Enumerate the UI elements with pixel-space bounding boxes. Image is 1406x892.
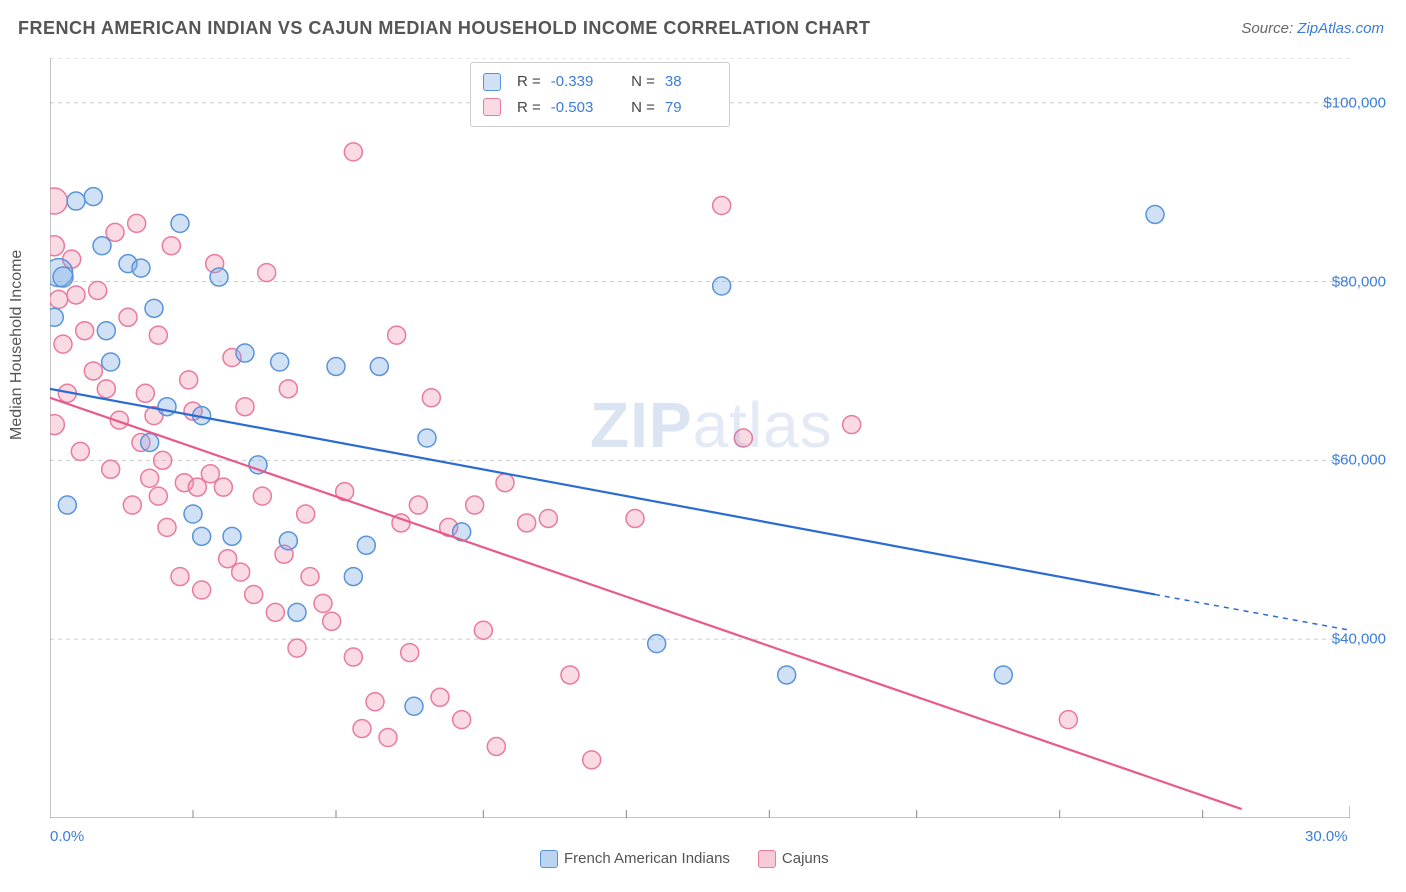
chart-svg [50,58,1350,818]
source-attribution: Source: ZipAtlas.com [1241,20,1384,37]
legend-swatch [540,850,558,868]
stats-r-value: -0.339 [551,69,603,95]
stats-r-label: R = [517,95,541,121]
y-tick-label: $40,000 [1332,631,1386,648]
x-tick-label: 0.0% [50,828,84,845]
legend-swatch [758,850,776,868]
plot-area: ZIPatlas R = -0.339 N = 38R = -0.503 N =… [50,58,1350,818]
stats-n-label: N = [631,69,655,95]
statistics-legend: R = -0.339 N = 38R = -0.503 N = 79 [470,62,730,127]
x-tick-label: 30.0% [1305,828,1348,845]
legend-label: French American Indians [564,850,730,867]
legend-item: French American Indians [540,850,730,868]
stats-swatch [483,73,501,91]
y-axis-label: Median Household Income [8,250,26,440]
stats-row: R = -0.339 N = 38 [483,69,717,95]
source-link[interactable]: ZipAtlas.com [1297,20,1384,37]
stats-n-value: 38 [665,69,717,95]
stats-swatch [483,98,501,116]
stats-n-label: N = [631,95,655,121]
y-tick-label: $80,000 [1332,273,1386,290]
y-tick-label: $60,000 [1332,452,1386,469]
legend-bottom: French American Indians Cajuns [540,850,829,868]
legend-label: Cajuns [782,850,829,867]
source-label: Source: [1241,20,1297,37]
stats-r-label: R = [517,69,541,95]
y-tick-label: $100,000 [1323,94,1386,111]
stats-row: R = -0.503 N = 79 [483,95,717,121]
legend-item: Cajuns [758,850,829,868]
chart-title: FRENCH AMERICAN INDIAN VS CAJUN MEDIAN H… [18,18,871,39]
stats-r-value: -0.503 [551,95,603,121]
stats-n-value: 79 [665,95,717,121]
